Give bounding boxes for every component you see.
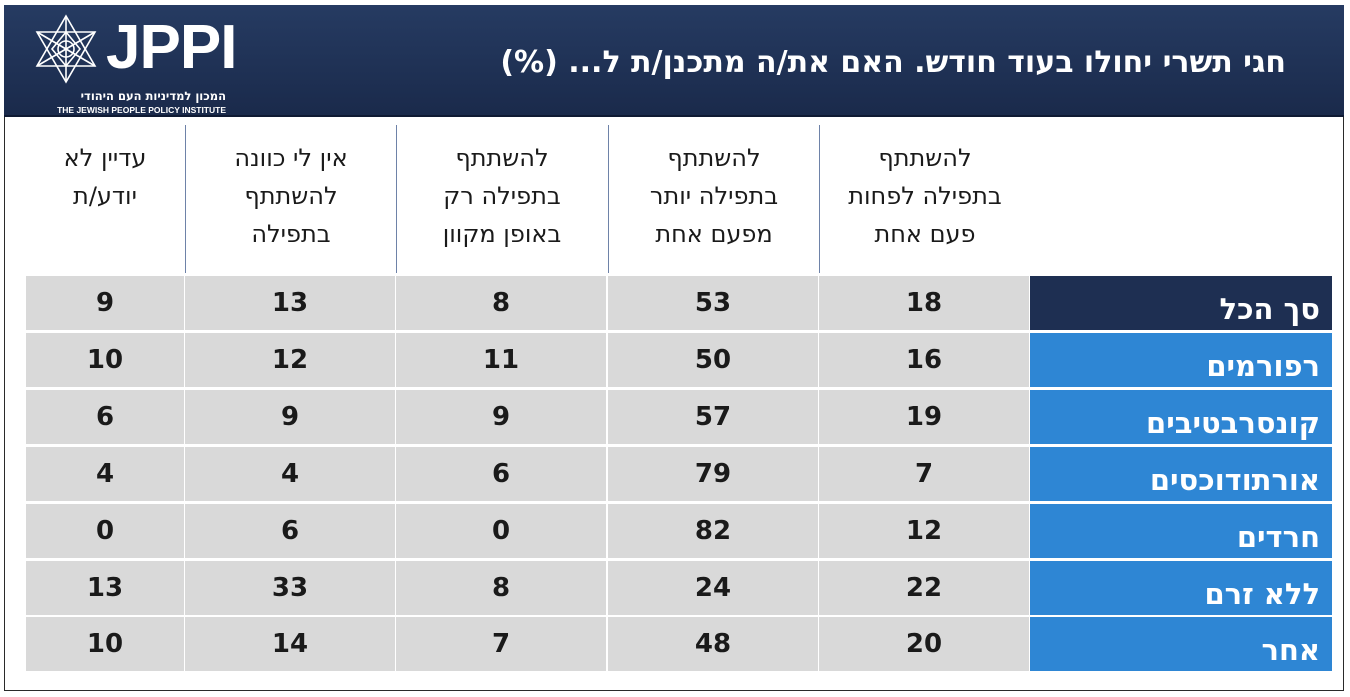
- table-row: 16 50 11 12 10 רפורמים: [26, 333, 1332, 387]
- star-of-david-icon: [35, 14, 97, 84]
- logo-wordmark: JPPI: [106, 13, 237, 82]
- table-cell: 82: [608, 504, 818, 558]
- table-cell: 7: [819, 447, 1029, 501]
- column-header-label: עדיין לא יודע/ת: [63, 144, 147, 210]
- table-row: 18 53 8 13 9 סך הכל: [26, 276, 1332, 330]
- row-label: ללא זרם: [1030, 561, 1332, 615]
- table-cell: 20: [819, 617, 1029, 671]
- table-row: 19 57 9 9 6 קונסרבטיבים: [26, 390, 1332, 444]
- row-label: אורתודוכסים: [1030, 447, 1332, 501]
- table-cell: 7: [396, 617, 606, 671]
- table-row: 22 24 8 33 13 ללא זרם: [26, 561, 1332, 615]
- table-cell: 13: [185, 276, 395, 330]
- column-header-label: להשתתף בתפילה רק באופן מקוון: [442, 144, 562, 248]
- table-cell: 4: [26, 447, 184, 501]
- table-cell: 50: [608, 333, 818, 387]
- table-cell: 12: [819, 504, 1029, 558]
- table-cell: 33: [185, 561, 395, 615]
- header-banner: JPPI המכון למדיניות העם היהודי THE JEWIS…: [4, 5, 1344, 117]
- table-row: 20 48 7 14 10 אחר: [26, 617, 1332, 671]
- table-cell: 24: [608, 561, 818, 615]
- column-header-label: להשתתף בתפילה לפחות פעם אחת: [848, 144, 1002, 248]
- column-header-1: להשתתף בתפילה לפחות פעם אחת: [819, 125, 1030, 273]
- table-cell: 10: [26, 333, 184, 387]
- table-cell: 6: [185, 504, 395, 558]
- table-cell: 19: [819, 390, 1029, 444]
- table-cell: 79: [608, 447, 818, 501]
- column-header-label: אין לי כוונה להשתתף בתפילה: [234, 144, 348, 248]
- table-cell: 0: [26, 504, 184, 558]
- table-cell: 8: [396, 561, 606, 615]
- column-header-3: להשתתף בתפילה רק באופן מקוון: [396, 125, 607, 273]
- table-cell: 13: [26, 561, 184, 615]
- table-cell: 6: [26, 390, 184, 444]
- table-cell: 9: [185, 390, 395, 444]
- row-label: סך הכל: [1030, 276, 1332, 330]
- table-cell: 14: [185, 617, 395, 671]
- table-cell: 4: [185, 447, 395, 501]
- column-header-5: עדיין לא יודע/ת: [26, 125, 184, 273]
- row-label: רפורמים: [1030, 333, 1332, 387]
- table-cell: 0: [396, 504, 606, 558]
- table-cell: 18: [819, 276, 1029, 330]
- table-row: 12 82 0 6 0 חרדים: [26, 504, 1332, 558]
- table-cell: 10: [26, 617, 184, 671]
- column-header-2: להשתתף בתפילה יותר מפעם אחת: [608, 125, 819, 273]
- logo-english-name: THE JEWISH PEOPLE POLICY INSTITUTE: [57, 105, 226, 115]
- jppi-logo: JPPI המכון למדיניות העם היהודי THE JEWIS…: [28, 11, 238, 115]
- table-cell: 53: [608, 276, 818, 330]
- row-label: קונסרבטיבים: [1030, 390, 1332, 444]
- table-cell: 6: [396, 447, 606, 501]
- table-cell: 16: [819, 333, 1029, 387]
- row-label: אחר: [1030, 617, 1332, 671]
- logo-hebrew-name: המכון למדיניות העם היהודי: [80, 89, 226, 103]
- table-row: 7 79 6 4 4 אורתודוכסים: [26, 447, 1332, 501]
- table-cell: 48: [608, 617, 818, 671]
- table-cell: 9: [396, 390, 606, 444]
- row-label: חרדים: [1030, 504, 1332, 558]
- table-cell: 9: [26, 276, 184, 330]
- column-header-4: אין לי כוונה להשתתף בתפילה: [185, 125, 396, 273]
- table-cell: 8: [396, 276, 606, 330]
- page-title: חגי תשרי יחולו בעוד חודש. האם את/ה מתכנן…: [500, 45, 1286, 80]
- table-cell: 22: [819, 561, 1029, 615]
- table-cell: 12: [185, 333, 395, 387]
- column-header-label: להשתתף בתפילה יותר מפעם אחת: [649, 144, 779, 248]
- table-cell: 11: [396, 333, 606, 387]
- table-cell: 57: [608, 390, 818, 444]
